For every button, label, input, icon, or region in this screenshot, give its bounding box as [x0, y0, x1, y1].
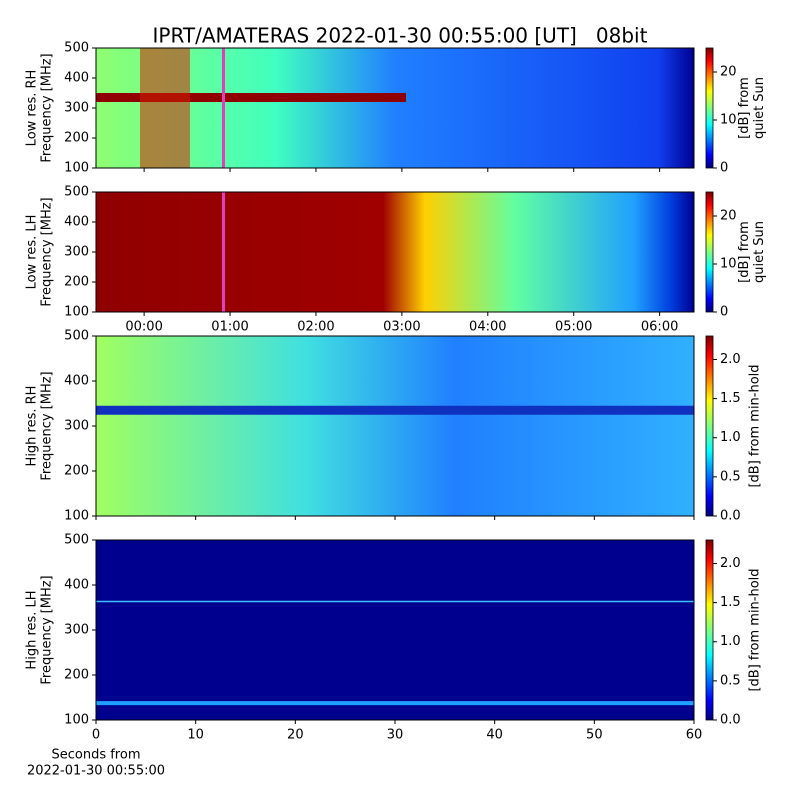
x-axis-label: 2022-01-30 00:55:00: [27, 764, 165, 779]
y-axis-label: High res. LH: [25, 590, 40, 669]
y-tick-label: 400: [64, 215, 89, 230]
x-tick-label: 01:00: [211, 320, 248, 335]
spectrogram: [96, 48, 694, 168]
colorbar-tick-label: 1.0: [720, 634, 741, 649]
y-axis-label: Frequency [MHz]: [40, 197, 55, 306]
y-tick-label: 300: [64, 101, 89, 116]
interference: [222, 192, 225, 312]
colorbar-tick-label: 0: [720, 161, 728, 176]
colorbar-tick-label: 1.5: [720, 391, 741, 406]
colorbar-label: [dB] from min-hold: [748, 568, 763, 691]
colorbar: [705, 539, 714, 721]
colorbar-tick-label: 20: [720, 65, 737, 80]
y-tick-label: 500: [64, 41, 89, 56]
x-tick-label: 40: [486, 728, 503, 743]
interference: [222, 48, 225, 168]
x-tick-label: 30: [387, 728, 404, 743]
colorbar: [705, 47, 714, 169]
burst-band: [96, 93, 406, 102]
y-tick-label: 300: [64, 623, 89, 638]
x-tick-label: 10: [187, 728, 204, 743]
y-tick-label: 500: [64, 533, 89, 548]
x-tick-label: 06:00: [641, 320, 678, 335]
y-tick-label: 100: [64, 305, 89, 320]
colorbar-label: [dB] from min-hold: [748, 364, 763, 487]
x-tick-label: 20: [287, 728, 304, 743]
colorbar-tick-label: 1.0: [720, 430, 741, 445]
colorbar-tick-label: 0.5: [720, 673, 741, 688]
y-tick-label: 500: [64, 185, 89, 200]
chart-title: IPRT/AMATERAS 2022-01-30 00:55:00 [UT] 0…: [153, 24, 648, 48]
band: [96, 405, 694, 415]
band: [96, 701, 694, 706]
y-axis-label: Low res. LH: [25, 215, 40, 290]
colorbar-tick-label: 20: [720, 209, 737, 224]
colorbar-label: quiet Sun: [752, 77, 767, 139]
y-tick-label: 300: [64, 245, 89, 260]
x-tick-label: 04:00: [469, 320, 506, 335]
colorbar-tick-label: 1.5: [720, 595, 741, 610]
colorbar-label: quiet Sun: [752, 221, 767, 283]
colorbar-tick-label: 2.0: [720, 352, 741, 367]
colorbar-tick-label: 0.0: [720, 509, 741, 524]
spectrogram: [96, 540, 694, 720]
y-tick-label: 400: [64, 578, 89, 593]
spectrogram: [96, 192, 694, 312]
x-tick-label: 00:00: [125, 320, 162, 335]
y-tick-label: 300: [64, 419, 89, 434]
colorbar: [705, 191, 714, 313]
x-tick-label: 03:00: [383, 320, 420, 335]
y-axis-label: Frequency [MHz]: [40, 371, 55, 480]
y-axis-label: Frequency [MHz]: [40, 575, 55, 684]
y-tick-label: 200: [64, 131, 89, 146]
y-axis-label: Frequency [MHz]: [40, 53, 55, 162]
y-axis-label: High res. RH: [25, 386, 40, 467]
colorbar-tick-label: 10: [720, 257, 737, 272]
y-axis-label: Low res. RH: [25, 70, 40, 147]
y-tick-label: 400: [64, 374, 89, 389]
x-tick-label: 05:00: [555, 320, 592, 335]
spectrogram: [96, 336, 694, 516]
y-tick-label: 500: [64, 329, 89, 344]
line-feature: [96, 600, 694, 603]
burst-region: [140, 48, 190, 168]
colorbar-tick-label: 10: [720, 113, 737, 128]
y-tick-label: 100: [64, 509, 89, 524]
x-axis-label: Seconds from: [51, 748, 140, 763]
colorbar: [705, 335, 714, 517]
y-tick-label: 100: [64, 713, 89, 728]
colorbar-tick-label: 2.0: [720, 556, 741, 571]
x-tick-label: 60: [686, 728, 703, 743]
colorbar-tick-label: 0: [720, 305, 728, 320]
y-tick-label: 100: [64, 161, 89, 176]
colorbar-tick-label: 0.5: [720, 469, 741, 484]
y-tick-label: 200: [64, 464, 89, 479]
x-tick-label: 02:00: [297, 320, 334, 335]
colorbar-label: [dB] from: [737, 221, 752, 283]
x-tick-label: 50: [586, 728, 603, 743]
y-tick-label: 200: [64, 275, 89, 290]
colorbar-label: [dB] from: [737, 77, 752, 139]
y-tick-label: 400: [64, 71, 89, 86]
colorbar-tick-label: 0.0: [720, 713, 741, 728]
x-tick-label: 0: [92, 728, 100, 743]
y-tick-label: 200: [64, 668, 89, 683]
